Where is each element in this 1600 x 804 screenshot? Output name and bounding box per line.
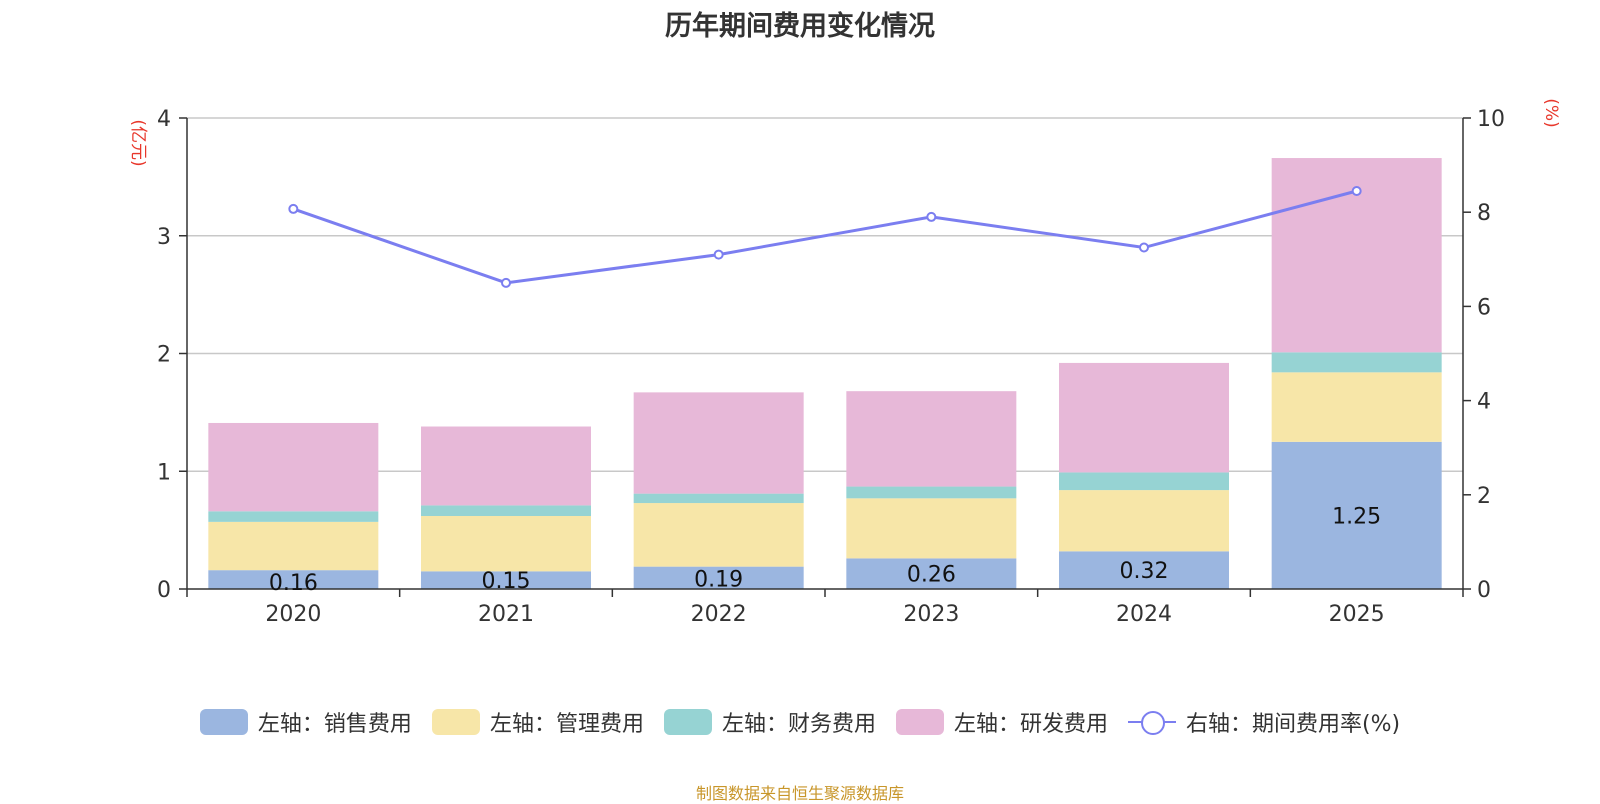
- bar-2-2025: [1271, 372, 1442, 442]
- bar-value-label: 0.15: [482, 569, 531, 594]
- x-tick-label: 2024: [1116, 602, 1172, 627]
- left-tick-label: 2: [157, 343, 171, 368]
- legend-item-line[interactable]: 右轴：期间费用率(%): [1127, 706, 1401, 738]
- axes: 0 1 2 3 4 0 2 4 6 8 10 2020 2021 2022 2023 2024 2025 (亿元)…: [128, 98, 1561, 627]
- x-tick-label: 2020: [265, 602, 321, 627]
- left-tick-label: 3: [157, 225, 171, 250]
- bar-4-2020: [208, 422, 379, 512]
- left-tick-label: 0: [157, 578, 171, 603]
- bar-value-label: 0.16: [269, 571, 318, 596]
- bar-3-2024: [1059, 472, 1229, 491]
- bar-1-2021: [421, 571, 591, 589]
- legend-item-2[interactable]: 左轴：管理费用: [431, 706, 644, 738]
- legend-swatch: [663, 709, 712, 735]
- bar-1-2020: [208, 570, 379, 589]
- left-tick-label: 4: [157, 107, 171, 132]
- bar-3-2025: [1271, 352, 1442, 373]
- bar-3-2023: [846, 486, 1017, 499]
- rate-line-path: [292, 189, 1358, 285]
- bar-3-2020: [208, 511, 379, 522]
- right-tick-label: 6: [1477, 295, 1491, 320]
- rate-point: [713, 249, 724, 260]
- bar-value-label: 0.19: [694, 568, 743, 593]
- bar-2-2021: [421, 515, 591, 572]
- legend-label: 左轴：财务费用: [721, 712, 876, 737]
- x-tick-label: 2022: [691, 602, 747, 627]
- bar-1-2022: [633, 566, 804, 589]
- right-tick-label: 2: [1477, 484, 1491, 509]
- right-tick-label: 0: [1477, 578, 1491, 603]
- legend-item-3[interactable]: 左轴：财务费用: [663, 706, 876, 738]
- x-tick-label: 2023: [903, 602, 959, 627]
- legend-item-1[interactable]: 左轴：销售费用: [199, 706, 412, 738]
- chart-title: 历年期间费用变化情况: [665, 11, 935, 42]
- bar-4-2021: [421, 426, 591, 506]
- bar-3-2022: [633, 493, 804, 504]
- bar-2-2022: [633, 503, 804, 567]
- right-tick-label: 8: [1477, 201, 1491, 226]
- bar-4-2023: [846, 391, 1017, 487]
- right-axis-unit-label: (%): [1541, 98, 1561, 127]
- legend-swatch: [199, 709, 248, 735]
- right-tick-label: 4: [1477, 390, 1491, 415]
- bar-2-2023: [846, 498, 1017, 559]
- right-tick-label: 10: [1477, 107, 1505, 132]
- bar-3-2021: [421, 505, 591, 516]
- bar-value-label: 0.26: [907, 563, 956, 588]
- bar-4-2024: [1059, 362, 1229, 473]
- legend-label: 右轴：期间费用率(%): [1185, 712, 1401, 737]
- data-labels: 0.16 0.15 0.19 0.26 0.32 1.25: [269, 504, 1381, 596]
- bar-value-label: 0.32: [1120, 559, 1169, 584]
- bar-1-2025: [1271, 441, 1442, 589]
- left-tick-label: 1: [157, 460, 171, 485]
- legend-line-marker-icon: [1127, 709, 1176, 735]
- bar-stacks: [208, 158, 1442, 589]
- source-note: 制图数据来自恒生聚源数据库: [695, 784, 904, 803]
- bar-1-2024: [1059, 551, 1229, 589]
- bar-2-2020: [208, 521, 379, 571]
- x-tick-label: 2025: [1329, 602, 1385, 627]
- left-axis-unit-label: (亿元): [128, 119, 148, 166]
- legend-swatch: [431, 709, 480, 735]
- grid-lines: [187, 117, 1463, 472]
- rate-point: [1139, 242, 1149, 253]
- bar-value-label: 1.25: [1332, 504, 1381, 529]
- rate-line: [288, 186, 1362, 288]
- rate-point: [1351, 186, 1362, 197]
- legend-label: 左轴：销售费用: [257, 712, 412, 737]
- bar-4-2022: [633, 392, 804, 494]
- legend-label: 左轴：管理费用: [489, 712, 644, 737]
- rate-point: [288, 203, 299, 214]
- legend-item-4[interactable]: 左轴：研发费用: [895, 706, 1108, 738]
- bar-1-2023: [846, 558, 1017, 589]
- bar-2-2024: [1059, 490, 1229, 552]
- rate-point: [501, 277, 511, 288]
- legend-label: 左轴：研发费用: [953, 712, 1108, 737]
- legend-swatch: [895, 709, 944, 735]
- x-tick-label: 2021: [478, 602, 534, 627]
- legend: 左轴：销售费用 左轴：管理费用 左轴：财务费用 左轴：研发费用 右轴：期间费用率(%): [0, 706, 1600, 738]
- rate-point: [926, 211, 937, 222]
